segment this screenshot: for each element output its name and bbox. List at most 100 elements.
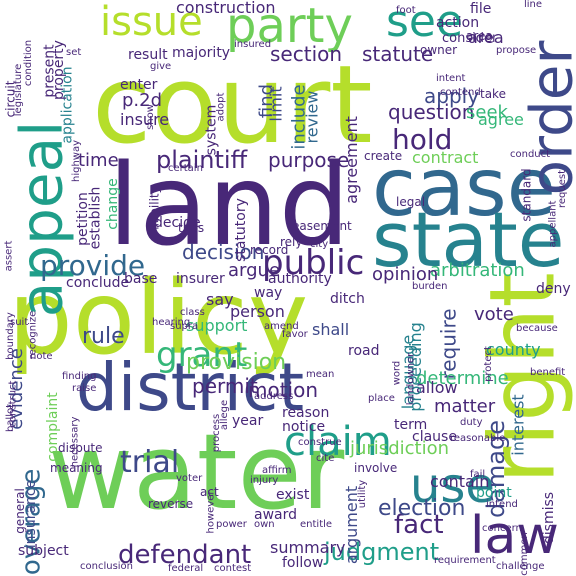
word-city: city — [310, 239, 329, 250]
word-decide: decide — [154, 215, 201, 231]
word-arbitration: arbitration — [430, 260, 525, 281]
word-base: base — [124, 271, 158, 287]
word-case: case — [372, 141, 556, 234]
word-propose: propose — [496, 45, 537, 56]
word-follow: follow — [282, 555, 324, 571]
word-reverse: reverse — [148, 497, 194, 511]
word-reasonable: reasonable — [450, 433, 506, 444]
word-concern: concern — [482, 523, 522, 534]
word-action: action — [436, 15, 480, 31]
word-present: present — [41, 43, 58, 98]
word-involve: involve — [354, 461, 398, 475]
word-support: support — [186, 316, 248, 335]
word-amend: amend — [264, 321, 299, 332]
word-land: land — [108, 141, 350, 271]
word-exist: exist — [276, 487, 310, 503]
word-agree: agree — [478, 110, 524, 129]
word-recognize: recognize — [26, 310, 38, 359]
word-note: note — [30, 351, 53, 362]
word-hold: hold — [392, 123, 453, 156]
word-burden: burden — [412, 281, 448, 292]
word-authority: authority — [268, 271, 332, 287]
word-finding: finding — [62, 371, 97, 382]
word-grant: grant — [156, 335, 248, 375]
word-limit: limit — [266, 85, 286, 122]
word-person: person — [230, 302, 285, 321]
word-suit: suit — [10, 317, 29, 328]
word-ditch: ditch — [330, 291, 365, 307]
word-intent: intent — [436, 73, 466, 84]
word-argue: argue — [228, 260, 281, 281]
word-requirement: requirement — [434, 555, 496, 566]
word-county: county — [486, 340, 541, 359]
word-liability: liability — [147, 185, 162, 230]
word-show: show — [144, 104, 156, 130]
word-set: set — [66, 47, 82, 58]
word-notice: notice — [282, 419, 326, 435]
word-contract: contract — [412, 148, 479, 167]
word-easement: easement — [292, 219, 352, 233]
word-jurisdiction: jurisdiction — [350, 438, 449, 459]
word-court: court — [92, 43, 373, 168]
word-power: power — [216, 519, 247, 530]
word-intend: intend — [486, 499, 518, 510]
word-award: award — [254, 507, 298, 523]
word-subject: subject — [18, 543, 69, 559]
word-line: line — [524, 0, 543, 10]
word-condition: condition — [23, 39, 35, 87]
word-district: district — [76, 349, 305, 426]
word-way: way — [254, 285, 283, 301]
word-see: see — [386, 0, 464, 47]
word-standard: standard — [519, 167, 534, 222]
word-policy: policy — [8, 259, 309, 378]
word-use: use — [410, 458, 495, 514]
word-foot: foot — [396, 5, 416, 16]
word-motion: motion — [248, 378, 319, 402]
word-election: election — [378, 496, 466, 521]
word-shall: shall — [312, 320, 350, 339]
word-hearing: hearing — [152, 317, 191, 328]
word-challenge: challenge — [496, 561, 545, 572]
word-assert: assert — [2, 240, 14, 271]
word-p-2d: p.2d — [122, 90, 163, 111]
word-because: because — [516, 323, 558, 334]
word-legal: legal — [396, 195, 426, 209]
word-request: request — [557, 169, 569, 209]
word-majority: majority — [172, 45, 231, 61]
word-insurer: insurer — [176, 271, 225, 287]
word-purpose: purpose — [268, 148, 350, 172]
word-certain: certain — [168, 163, 203, 174]
word-ballot: ballot — [5, 403, 17, 433]
word-file: file — [470, 1, 492, 17]
word-contend: contend — [440, 87, 481, 98]
word-state: state — [372, 195, 565, 284]
word-establish: establish — [86, 186, 103, 249]
word-consider: consider — [442, 31, 498, 46]
word-fail: fail — [470, 469, 486, 480]
word-construction: construction — [176, 0, 276, 17]
word-term: term — [394, 417, 428, 433]
word-issue: issue — [100, 0, 203, 45]
word-mean: mean — [306, 369, 335, 380]
word-highway: highway — [71, 139, 83, 183]
word-say: say — [206, 290, 234, 309]
word-seek: seek — [466, 102, 508, 123]
word-owner: owner — [420, 43, 458, 57]
word-opinion: opinion — [372, 264, 439, 285]
word-conclude: conclude — [66, 275, 130, 291]
word-rule: rule — [82, 324, 125, 349]
word-area: area — [468, 28, 504, 47]
word-reason: reason — [282, 405, 330, 421]
word-claim: claim — [284, 419, 392, 465]
word-landowner: landowner — [404, 352, 416, 405]
word-allow: allow — [416, 378, 458, 397]
word-record: record — [250, 243, 289, 257]
word-provide: provide — [40, 249, 146, 282]
word-question: question — [388, 100, 475, 124]
word-supra: supra — [170, 321, 199, 332]
word-word: word — [390, 360, 402, 385]
word-rely: rely — [280, 235, 303, 249]
word-determine: determine — [416, 368, 509, 389]
word-enter: enter — [120, 77, 158, 93]
